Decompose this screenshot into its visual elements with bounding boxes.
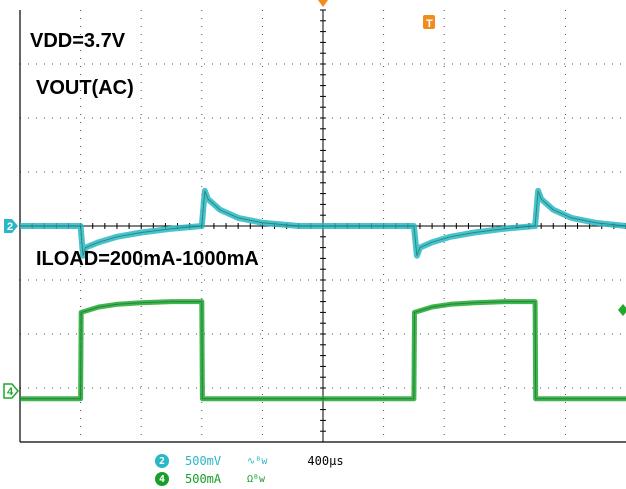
trigger-level-diamond [618, 304, 626, 316]
trigger-marker-label: T [426, 18, 433, 30]
timebase: 400µs [307, 454, 344, 468]
ch4-status: 4 500mA Ωᴮw [155, 470, 344, 488]
ch2-badge: 2 [155, 454, 169, 468]
ch2-ground-marker [4, 219, 18, 233]
status-bar: 2 500mV ∿ᴮw 400µs 4 500mA Ωᴮw [155, 452, 344, 488]
series-2-trace-core [20, 190, 626, 256]
vout-annotation: VOUT(AC) [36, 77, 134, 99]
series-4-trace-core [20, 301, 626, 400]
channel-markers: 2 4 T [3, 0, 626, 399]
vdd-annotation: VDD=3.7V [30, 30, 126, 52]
ch4-marker-label: 4 [7, 386, 14, 398]
ch4-coupling: Ωᴮw [247, 473, 266, 485]
ch2-status: 2 500mV ∿ᴮw 400µs [155, 452, 344, 470]
trigger-position-marker [318, 0, 328, 7]
ch4-ground-marker [3, 383, 19, 399]
iload-annotation: ILOAD=200mA-1000mA [36, 248, 259, 270]
waveform-traces [20, 187, 626, 402]
ch2-marker-label: 2 [7, 221, 13, 233]
trigger-level-marker [423, 15, 435, 29]
ch4-scale: 500mA [185, 472, 222, 486]
ch4-badge: 4 [155, 472, 169, 486]
ch2-scale: 500mV [185, 454, 222, 468]
ch2-coupling: ∿ᴮw [247, 455, 268, 467]
